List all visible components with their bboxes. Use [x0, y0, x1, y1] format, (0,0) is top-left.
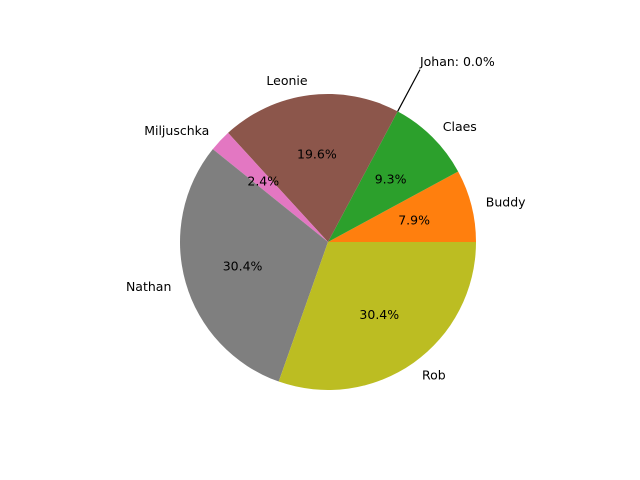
- slice-label-leonie: Leonie: [266, 73, 307, 88]
- slices-layer: [180, 94, 476, 390]
- annotation-leader-line: [397, 69, 421, 112]
- pie-slice-claes: [328, 111, 459, 242]
- slice-label-nathan: Nathan: [126, 279, 171, 294]
- pie-slice-rob: [278, 242, 476, 390]
- slice-percent-leonie: 19.6%: [297, 146, 337, 161]
- slice-label-rob: Rob: [422, 367, 446, 382]
- pie-slice-leonie: [228, 94, 398, 242]
- slice-label-buddy: Buddy: [486, 195, 526, 210]
- slice-label-miljuschka: Miljuschka: [144, 123, 209, 138]
- slice-percent-miljuschka: 2.4%: [247, 174, 279, 189]
- slice-label-claes: Claes: [443, 119, 477, 134]
- slice-percent-buddy: 7.9%: [398, 213, 430, 228]
- pie-slice-nathan: [180, 149, 328, 382]
- slice-percent-rob: 30.4%: [359, 307, 399, 322]
- slice-percent-claes: 9.3%: [375, 172, 407, 187]
- slice-annotation-johan: Johan: 0.0%: [419, 54, 495, 69]
- pie-slice-buddy: [328, 171, 476, 242]
- labels-layer: Buddy 7.9% Claes 9.3% Johan: 0.0% Leonie 19.6%…: [126, 54, 526, 382]
- slice-percent-nathan: 30.4%: [223, 259, 263, 274]
- pie-slice-miljuschka: [212, 132, 328, 242]
